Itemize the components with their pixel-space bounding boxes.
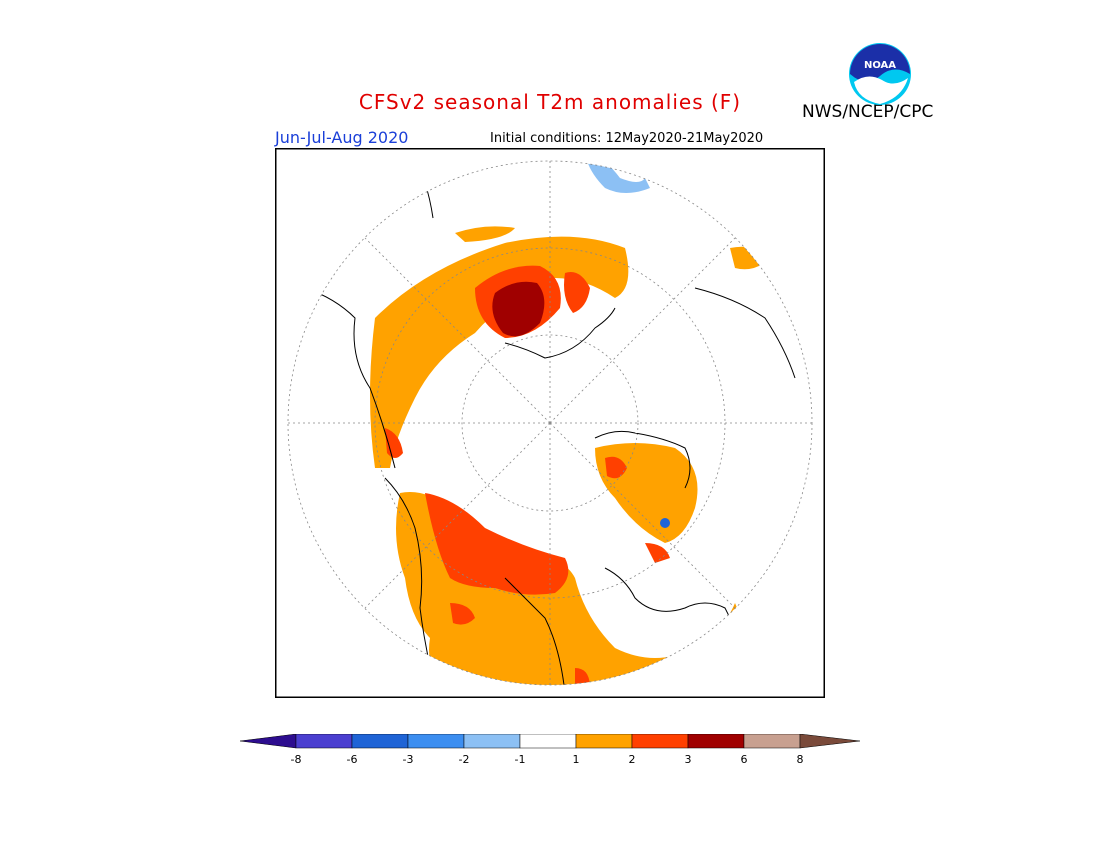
- legend-tick-label: 1: [573, 753, 580, 766]
- color-legend: -8 -6 -3 -2 -1 1 2 3 6 8: [240, 734, 860, 766]
- legend-tick-label: -1: [515, 753, 526, 766]
- anomaly-region-japan: [385, 428, 403, 458]
- legend-arrow-low: [240, 734, 297, 749]
- legend-tick-label: -6: [347, 753, 358, 766]
- anomaly-region-atlantic-cold: [585, 161, 650, 193]
- legend-tick-label: -2: [459, 753, 470, 766]
- legend-tick-label: -3: [403, 753, 414, 766]
- legend-tick-label: 6: [741, 753, 748, 766]
- anomaly-region-siberia-hot: [492, 281, 545, 337]
- legend-swatch: [519, 734, 577, 749]
- anomaly-region-kamchatka: [564, 272, 590, 313]
- map-frame-border: [275, 148, 825, 698]
- legend-tick-label: 8: [797, 753, 804, 766]
- legend-swatch: [631, 734, 689, 749]
- legend-tick-label: 2: [629, 753, 636, 766]
- anomaly-region-mediterranean: [450, 603, 475, 625]
- anomaly-region-arabia: [575, 668, 590, 685]
- legend-swatch: [463, 734, 521, 749]
- coastlines: [304, 182, 796, 685]
- graticule: [287, 160, 813, 686]
- legend-swatch: [295, 734, 353, 749]
- legend-swatch: [407, 734, 465, 749]
- legend-arrow-high: [799, 734, 860, 749]
- forecast-period: Jun-Jul-Aug 2020: [275, 128, 409, 147]
- legend-swatch: [687, 734, 745, 749]
- anomaly-region-asia: [370, 236, 629, 468]
- legend-swatch: [575, 734, 633, 749]
- initial-conditions: Initial conditions: 12May2020-21May2020: [490, 131, 764, 146]
- anomaly-region-beaufort: [455, 226, 515, 242]
- legend-tick-label: 3: [685, 753, 692, 766]
- noaa-logo-icon: NOAA: [849, 43, 911, 105]
- legend-swatch: [743, 734, 801, 749]
- anomaly-region-canada-warm: [605, 456, 627, 479]
- anomaly-region-europe-warm: [425, 493, 569, 595]
- source-label: NWS/NCEP/CPC: [802, 102, 934, 122]
- legend-swatch: [351, 734, 409, 749]
- legend-tick-label: -8: [291, 753, 302, 766]
- polar-map: [275, 148, 825, 698]
- chart-title: CFSv2 seasonal T2m anomalies (F): [358, 90, 742, 114]
- anomaly-region-hudson: [645, 543, 670, 563]
- anomaly-region-cold-spot: [660, 518, 670, 528]
- noaa-logo-text: NOAA: [864, 60, 896, 71]
